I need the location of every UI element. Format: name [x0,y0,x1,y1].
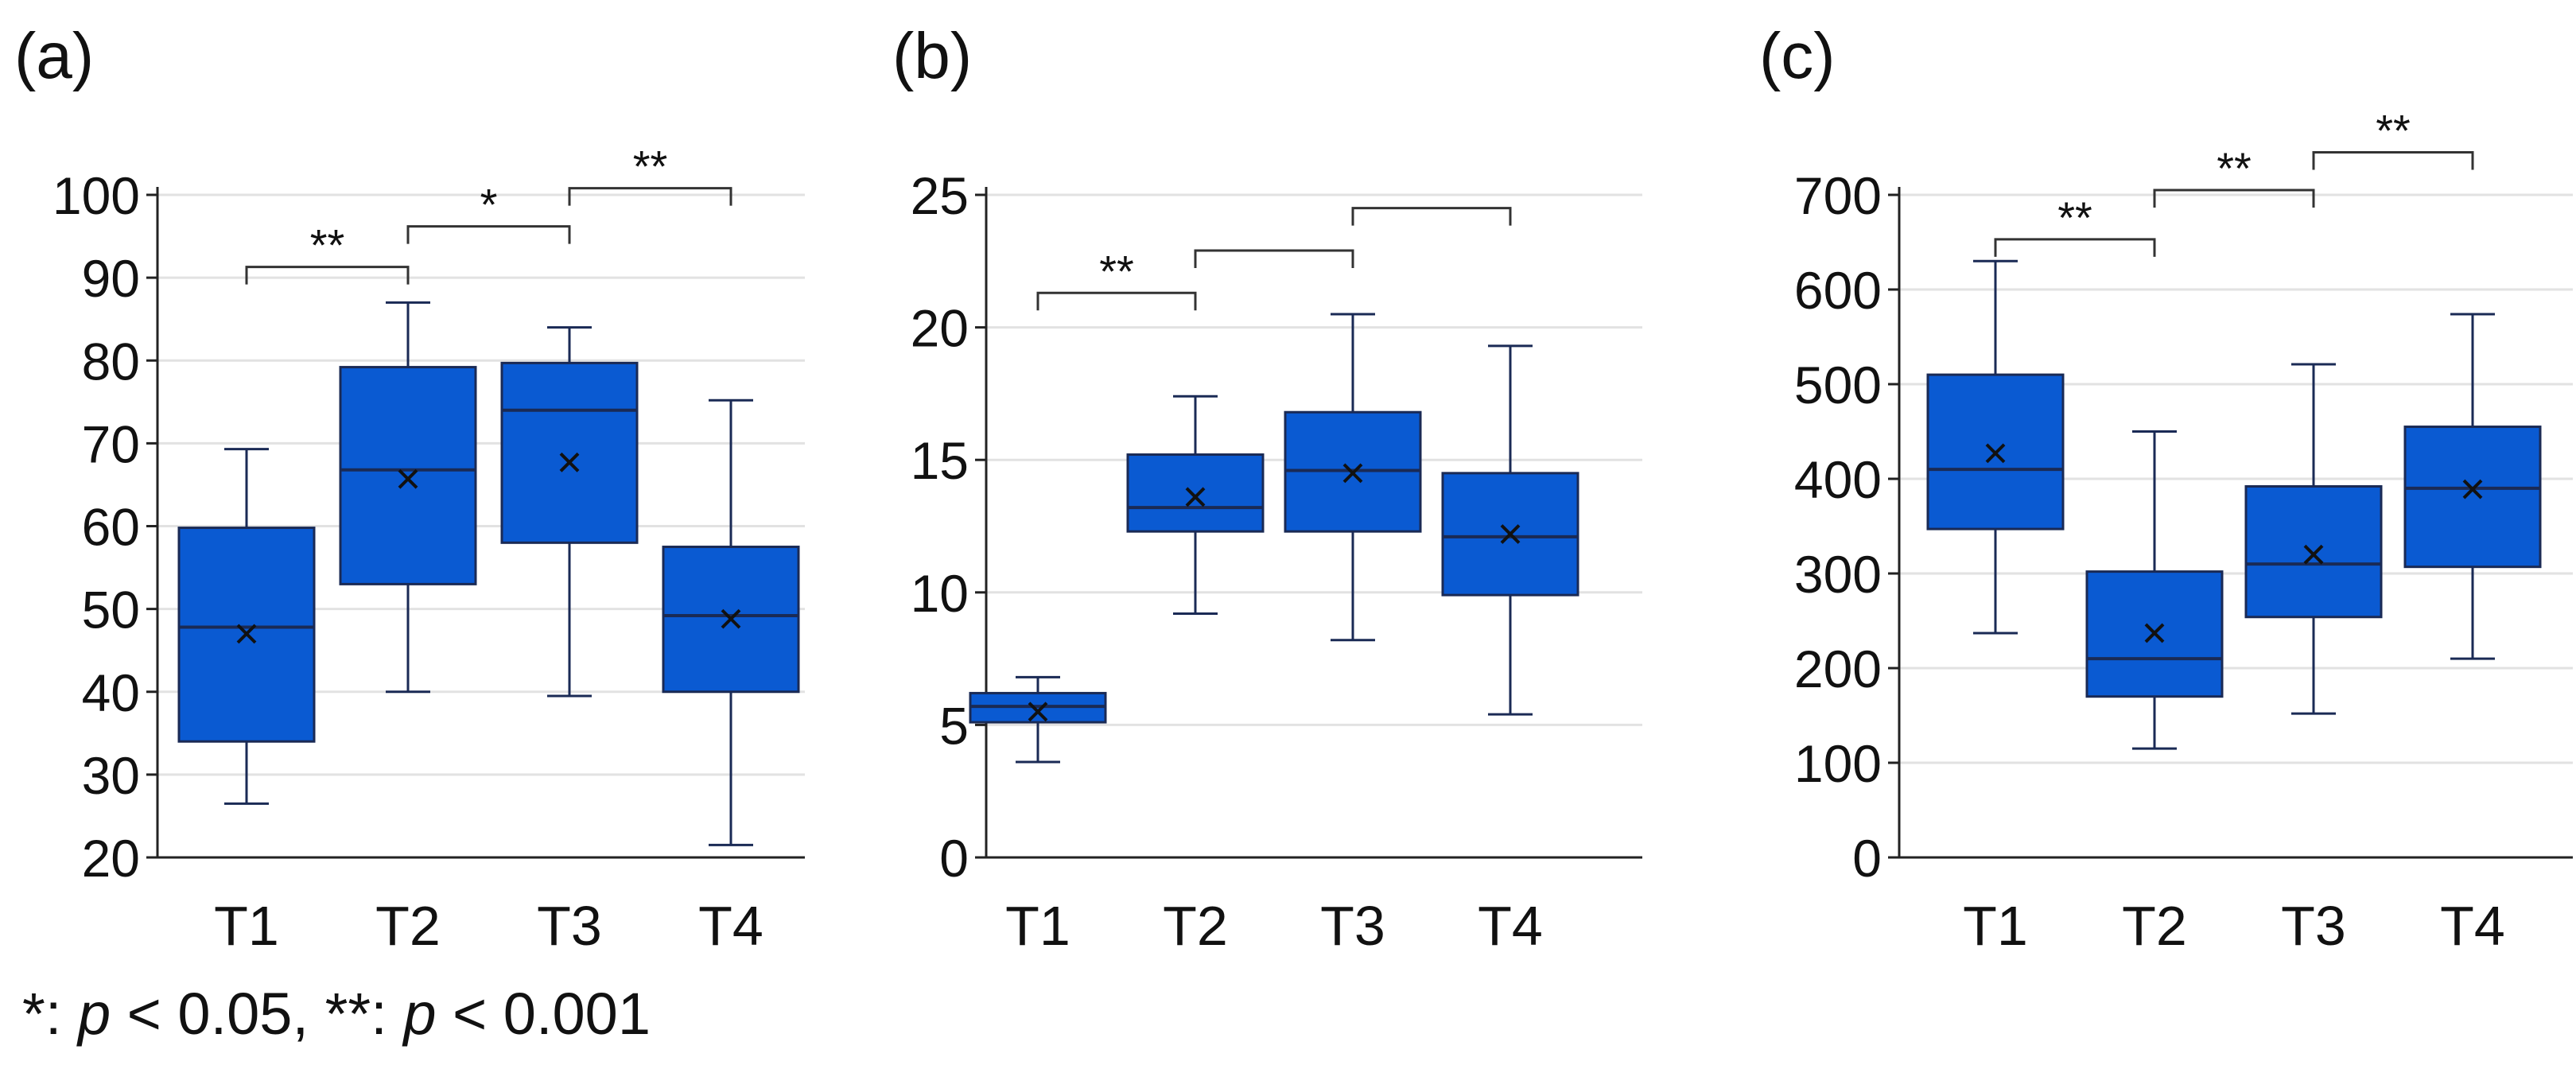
significance-label: ** [1099,246,1134,296]
mean-marker [721,608,741,629]
footnote-cond2: < 0.001 [453,981,651,1047]
significance-bracket [1194,249,1354,268]
mean-marker [2462,479,2483,500]
box-t3 [500,361,639,544]
mean-marker [559,452,580,472]
mean-marker [1342,463,1363,484]
y-tick-label: 70 [82,414,140,473]
y-tick-label: 100 [1794,734,1882,793]
significance-label: ** [2376,105,2411,155]
significance-label: ** [2217,143,2252,193]
x-tick-label: T2 [375,895,441,957]
significance-bracket [2312,150,2474,170]
footnote-sep1: : [45,981,62,1047]
x-tick-label: T1 [1963,895,2028,957]
y-tick-label: 80 [82,332,140,391]
footnote-sep2: : [371,981,387,1047]
x-tick-label: T1 [1005,895,1070,957]
mean-marker [2303,544,2324,565]
y-tick-label: 60 [82,498,140,557]
significance-bracket [1036,291,1197,311]
x-tick-label: T4 [1478,895,1543,957]
mean-marker [398,468,418,489]
significance-label: ** [310,220,345,270]
significance-bracket [2153,189,2315,208]
y-tick-label: 0 [939,829,969,888]
x-tick-label: T3 [2281,895,2346,957]
y-tick-label: 20 [82,829,140,888]
y-tick-label: 0 [1852,829,1882,888]
box-t2 [1126,453,1265,533]
mean-marker [1500,524,1521,544]
mean-marker [1185,487,1206,507]
x-tick-label: T4 [698,895,763,957]
footnote-star2: ** [324,981,371,1047]
significance-bracket [1351,207,1512,226]
box-t3 [2244,485,2383,619]
x-tick-label: T3 [1320,895,1385,957]
panel-label-b: (b) [892,20,973,92]
x-tick-label: T4 [2440,895,2505,957]
x-tick-label: T1 [214,895,279,957]
y-tick-label: 200 [1794,639,1882,698]
y-tick-label: 100 [52,166,140,225]
significance-bracket [245,266,410,285]
footnote-star1: * [22,981,45,1047]
y-tick-label: 50 [82,581,140,639]
mean-marker [1985,443,2006,464]
mean-marker [236,624,257,644]
y-tick-label: 40 [82,663,140,722]
y-tick-label: 10 [911,564,969,623]
y-tick-label: 15 [911,431,969,490]
footnote-p2: p [403,981,437,1047]
y-tick-label: 600 [1794,261,1882,320]
significance-label: ** [2057,192,2092,243]
y-tick-label: 400 [1794,450,1882,509]
chart-c: 0 100 200 300 400 500 600 700 T1 T2 T3 T4 ** ** ** [1794,105,2573,957]
x-tick-label: T2 [2122,895,2187,957]
panel-label-c: (c) [1759,20,1836,92]
significance-bracket [1994,238,2156,257]
y-tick-label: 700 [1794,166,1882,225]
mean-marker [1028,702,1048,722]
significance-label: ** [633,142,668,192]
y-tick-label: 500 [1794,356,1882,414]
significance-bracket [406,225,571,244]
significance-label: * [480,180,498,230]
y-tick-label: 25 [911,166,969,225]
y-tick-label: 90 [82,249,140,308]
y-tick-label: 5 [939,696,969,755]
y-tick-label: 20 [911,299,969,358]
chart-b: 0 5 10 15 20 25 T1 T2 T3 T4 ** [911,166,1642,957]
y-tick-label: 30 [82,746,140,805]
footnote-p1: p [77,981,111,1047]
significance-bracket [568,187,732,206]
x-tick-label: T3 [537,895,602,957]
x-tick-label: T2 [1163,895,1228,957]
box-t4 [2403,426,2542,569]
mean-marker [2144,623,2165,643]
box-t2 [339,366,477,585]
footnote-cond1: < 0.05, [126,981,309,1047]
significance-footnote: *: p < 0.05, **: p < 0.001 [22,980,651,1048]
y-tick-label: 300 [1794,545,1882,604]
panel-label-a: (a) [14,20,95,92]
